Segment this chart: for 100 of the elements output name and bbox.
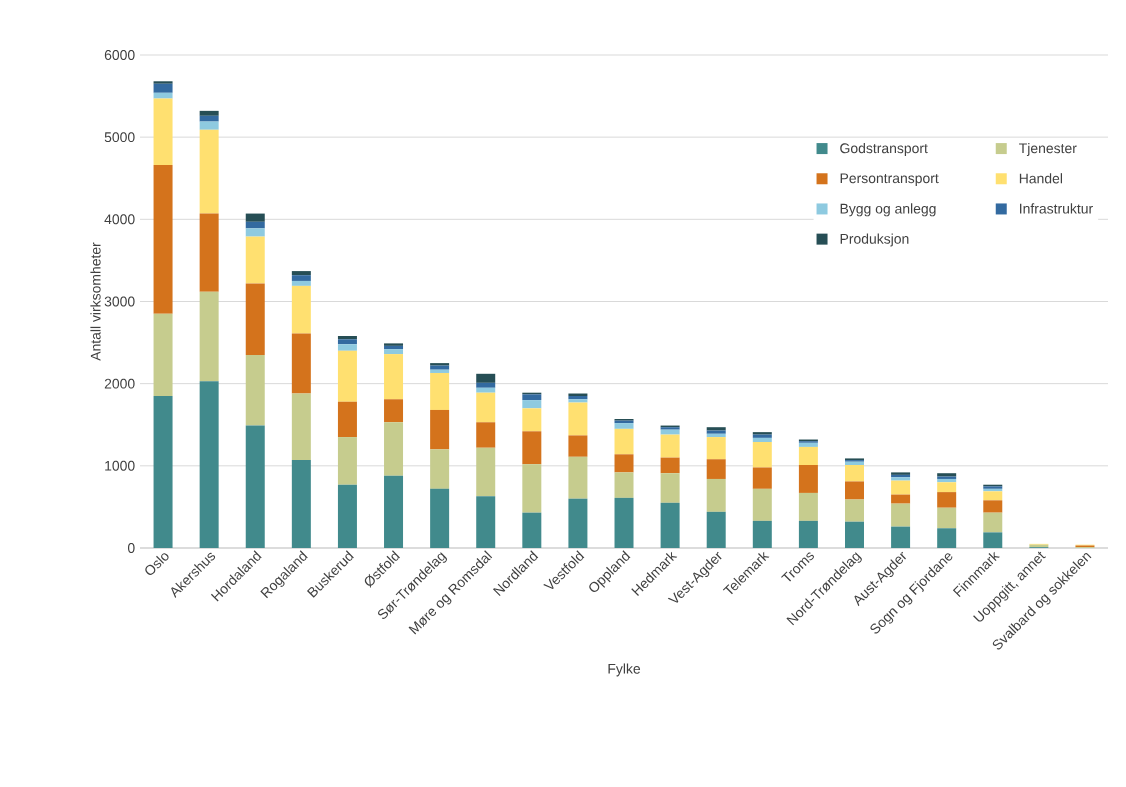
bar bbox=[937, 492, 957, 508]
bar bbox=[798, 442, 818, 447]
bar bbox=[153, 83, 173, 93]
bar bbox=[245, 236, 265, 284]
bar bbox=[706, 478, 726, 512]
bar bbox=[937, 507, 957, 529]
legend-label: Persontransport bbox=[840, 173, 939, 186]
bar bbox=[199, 291, 219, 382]
bar bbox=[937, 478, 957, 483]
bar bbox=[891, 503, 911, 527]
bar bbox=[199, 115, 219, 122]
bar bbox=[568, 435, 588, 457]
bar bbox=[844, 499, 864, 522]
bar bbox=[384, 475, 404, 548]
bar bbox=[245, 221, 265, 229]
bar bbox=[983, 491, 1003, 501]
bar bbox=[199, 121, 219, 130]
bar bbox=[337, 350, 357, 402]
bar bbox=[891, 494, 911, 504]
bar bbox=[844, 465, 864, 482]
bar bbox=[660, 457, 680, 474]
legend-label: Produksjon bbox=[840, 233, 909, 247]
bar bbox=[291, 275, 311, 281]
bar bbox=[430, 365, 450, 370]
bar bbox=[752, 441, 772, 468]
bar bbox=[291, 393, 311, 461]
bar bbox=[706, 433, 726, 438]
bar bbox=[153, 98, 173, 166]
bar bbox=[476, 382, 496, 388]
bar bbox=[568, 395, 588, 400]
bar bbox=[522, 512, 542, 548]
bar bbox=[199, 110, 219, 116]
bar bbox=[522, 400, 542, 409]
bar bbox=[522, 394, 542, 401]
y-tick-label: 3000 bbox=[104, 296, 135, 307]
bar bbox=[568, 498, 588, 548]
bar bbox=[153, 313, 173, 396]
bar bbox=[153, 165, 173, 314]
bar bbox=[384, 345, 404, 350]
bar bbox=[337, 437, 357, 485]
bar bbox=[153, 92, 173, 99]
bar bbox=[430, 369, 450, 373]
bar bbox=[660, 434, 680, 458]
bar bbox=[568, 402, 588, 436]
bar bbox=[430, 488, 450, 548]
bar bbox=[245, 425, 265, 548]
bar bbox=[614, 428, 634, 455]
legend-label: Infrastruktur bbox=[1020, 203, 1093, 214]
bar bbox=[706, 459, 726, 479]
bar bbox=[476, 373, 496, 383]
y-tick-label: 2000 bbox=[104, 378, 135, 389]
bar bbox=[983, 512, 1003, 533]
bar bbox=[891, 480, 911, 495]
bar bbox=[752, 520, 772, 548]
bar bbox=[752, 467, 772, 489]
y-tick-label: 5000 bbox=[104, 132, 135, 143]
bar bbox=[384, 399, 404, 423]
bar bbox=[614, 423, 634, 429]
bar bbox=[568, 456, 588, 499]
bar bbox=[983, 500, 1003, 513]
legend-label: Handel bbox=[1019, 173, 1063, 184]
bar bbox=[614, 454, 634, 473]
y-tick-label: 6000 bbox=[104, 50, 135, 60]
bar bbox=[660, 473, 680, 503]
bar bbox=[199, 381, 219, 548]
bar bbox=[752, 437, 772, 442]
bar bbox=[522, 431, 542, 465]
bar bbox=[245, 354, 265, 426]
legend-label: Bygg og anlegg bbox=[840, 203, 936, 217]
bar bbox=[245, 228, 265, 237]
bar bbox=[706, 511, 726, 548]
bar bbox=[660, 429, 680, 435]
y-tick-label: 4000 bbox=[104, 214, 135, 225]
bar bbox=[798, 520, 818, 548]
bar bbox=[291, 280, 311, 286]
bar bbox=[245, 283, 265, 355]
legend-label: Tjenester bbox=[1019, 142, 1077, 156]
bar bbox=[844, 481, 864, 500]
bar bbox=[752, 488, 772, 521]
y-axis-title: Antall virksomheter bbox=[90, 242, 101, 361]
bar bbox=[430, 372, 450, 410]
bar bbox=[476, 392, 496, 423]
bar bbox=[937, 482, 957, 493]
bar bbox=[245, 213, 265, 222]
bar bbox=[706, 437, 726, 460]
bar bbox=[798, 492, 818, 521]
bar bbox=[384, 343, 404, 346]
bar bbox=[337, 344, 357, 351]
bar bbox=[476, 422, 496, 448]
bar bbox=[337, 339, 357, 345]
bar bbox=[199, 213, 219, 292]
bar bbox=[937, 528, 957, 548]
bar bbox=[291, 333, 311, 394]
bar bbox=[522, 408, 542, 432]
bar bbox=[614, 497, 634, 548]
bar bbox=[476, 387, 496, 393]
bar bbox=[291, 271, 311, 276]
y-tick-label: 0 bbox=[127, 543, 135, 553]
bar bbox=[430, 449, 450, 489]
bar bbox=[614, 472, 634, 498]
